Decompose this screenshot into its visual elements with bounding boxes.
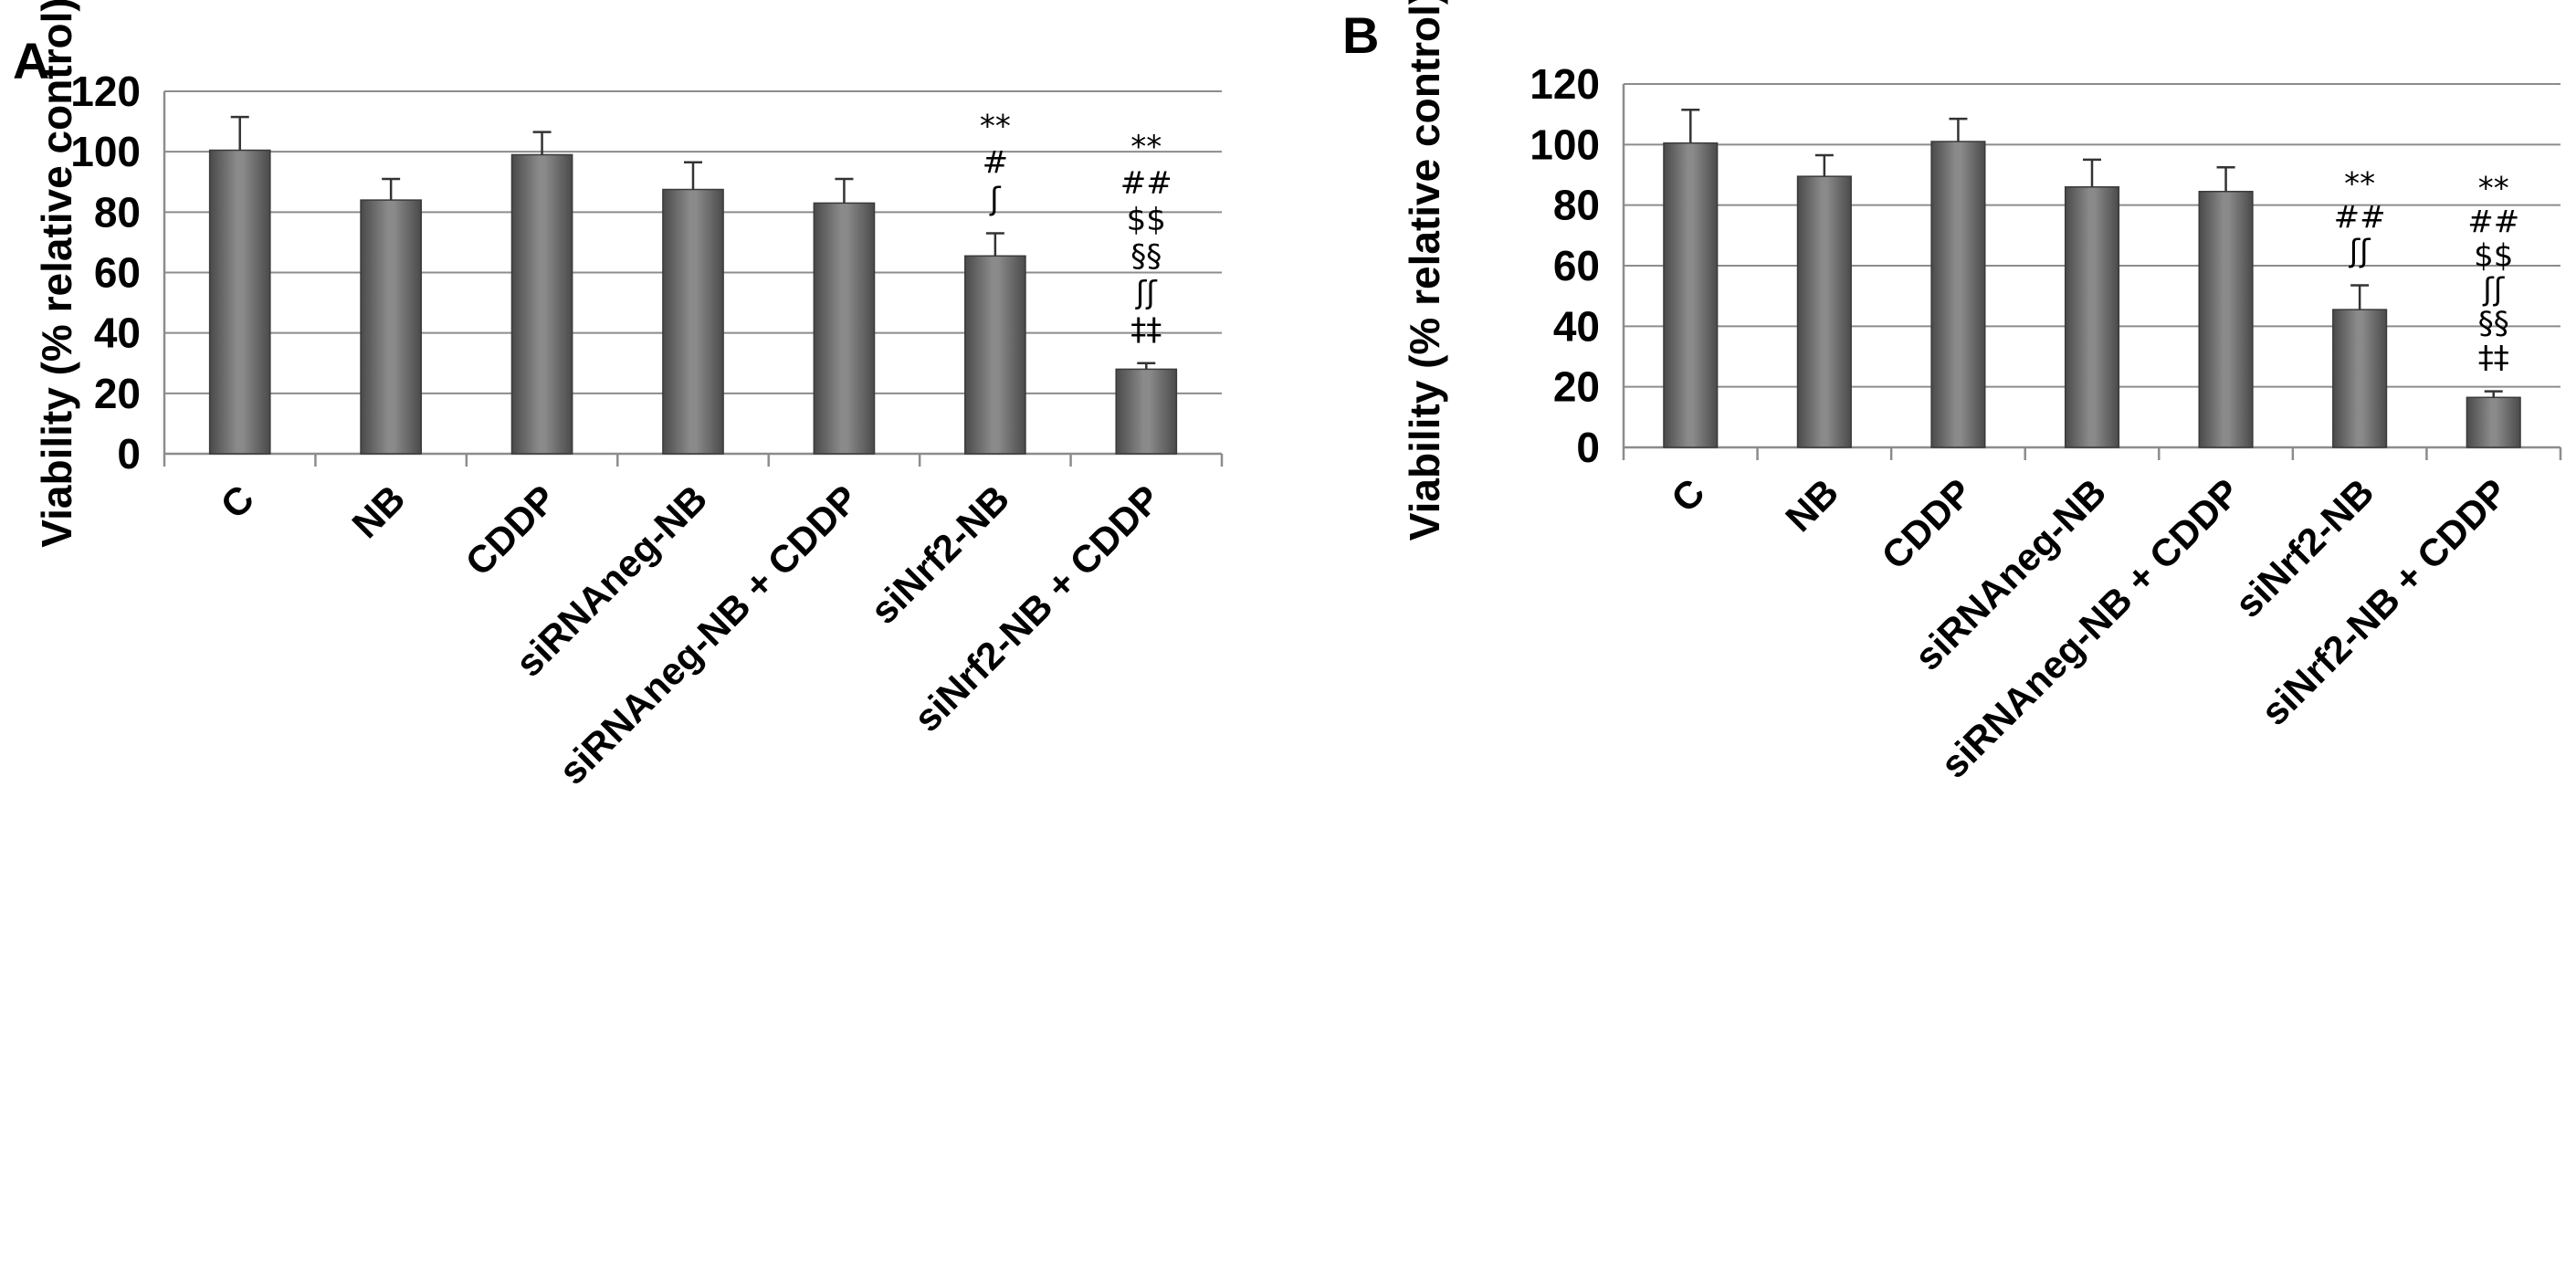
bar bbox=[1663, 142, 1719, 448]
y-tick-label: 60 bbox=[1553, 242, 1600, 289]
y-tick-label: 80 bbox=[1553, 182, 1600, 229]
significance-label: ʃʃ bbox=[1135, 275, 1158, 311]
significance-label: ** bbox=[2478, 171, 2509, 207]
significance-label: ʃʃ bbox=[2349, 234, 2371, 270]
significance-label: ‡‡ bbox=[2478, 340, 2509, 376]
bar bbox=[662, 188, 724, 455]
significance-label: ‡‡ bbox=[1130, 311, 1162, 348]
bar bbox=[813, 202, 876, 455]
significance-label: ## bbox=[2467, 205, 2519, 241]
bar bbox=[1115, 368, 1178, 455]
significance-label: §§ bbox=[1130, 238, 1162, 275]
y-tick-label: 20 bbox=[94, 370, 141, 417]
panel-label: A bbox=[13, 32, 49, 89]
x-tick-label: C bbox=[1663, 470, 1713, 520]
bar bbox=[1930, 141, 1986, 448]
y-axis-label: Viability (% relative control) bbox=[33, 0, 80, 548]
y-tick-label: 100 bbox=[70, 128, 141, 175]
y-tick-label: 80 bbox=[94, 188, 141, 236]
significance-label: §§ bbox=[2478, 306, 2509, 342]
y-tick-label: 40 bbox=[94, 310, 141, 357]
bar bbox=[360, 199, 422, 455]
y-tick-label: 0 bbox=[1576, 424, 1600, 471]
panel-label: B bbox=[1342, 6, 1379, 64]
significance-label: ʃ bbox=[989, 181, 1002, 217]
significance-label: # bbox=[983, 144, 1009, 181]
x-tick-label: NB bbox=[343, 477, 413, 546]
y-axis-label: Viability (% relative control) bbox=[1401, 0, 1448, 541]
significance-label: $$ bbox=[1127, 202, 1166, 238]
y-tick-label: 40 bbox=[1553, 302, 1600, 350]
significance-label: ## bbox=[2334, 200, 2386, 236]
y-tick-label: 60 bbox=[94, 249, 141, 297]
bar bbox=[2466, 396, 2521, 448]
bar bbox=[208, 149, 271, 455]
x-tick-label: siNrf2-NB bbox=[862, 477, 1017, 632]
significance-label: ʃʃ bbox=[2482, 272, 2505, 309]
bar bbox=[2198, 190, 2254, 448]
bar bbox=[964, 255, 1026, 455]
x-tick-label: CDDP bbox=[457, 477, 564, 583]
significance-label: ** bbox=[1130, 129, 1162, 165]
x-tick-label: siRNAneg-NB + CDDP bbox=[551, 477, 867, 792]
bar bbox=[510, 153, 573, 455]
significance-label: ** bbox=[980, 108, 1011, 144]
y-tick-label: 120 bbox=[70, 68, 141, 115]
x-tick-label: C bbox=[212, 477, 262, 527]
significance-label: $$ bbox=[2474, 238, 2513, 275]
y-tick-label: 20 bbox=[1553, 363, 1600, 411]
x-tick-label: siNrf2-NB + CDDP bbox=[2253, 470, 2516, 733]
x-tick-label: siNrf2-NB + CDDP bbox=[905, 477, 1168, 740]
y-tick-label: 120 bbox=[1530, 60, 1600, 108]
x-tick-label: CDDP bbox=[1873, 470, 1980, 577]
bar bbox=[1796, 175, 1852, 448]
bar bbox=[2064, 186, 2120, 448]
significance-label: ** bbox=[2344, 166, 2375, 203]
panel-b: B 0 20 40 60 80 100 120 Viability (% relative co… bbox=[1342, 0, 2562, 786]
x-tick-label: NB bbox=[1777, 470, 1846, 540]
y-tick-label: 100 bbox=[1530, 121, 1600, 168]
bar bbox=[2332, 309, 2388, 448]
y-tick-label: 0 bbox=[117, 430, 141, 478]
significance-label: ## bbox=[1120, 165, 1172, 202]
